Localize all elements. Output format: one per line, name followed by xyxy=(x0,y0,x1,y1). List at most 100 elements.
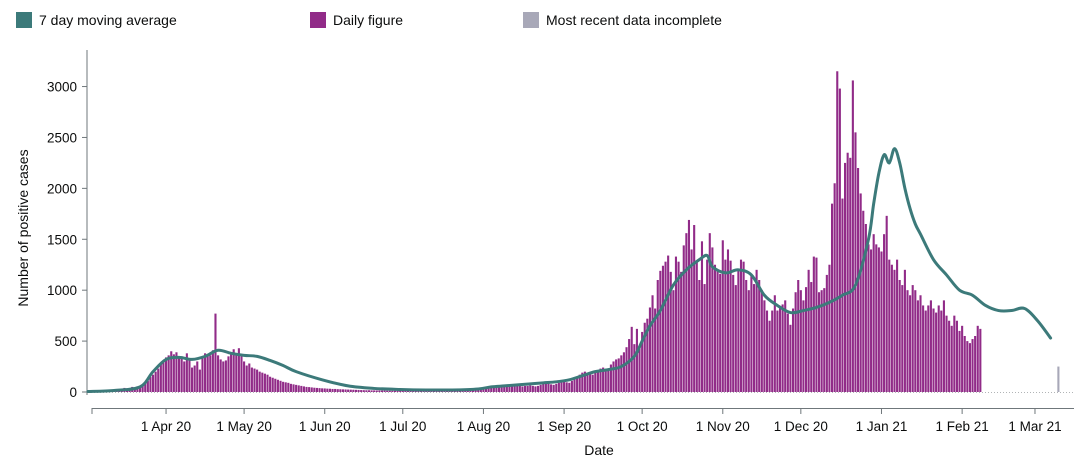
daily-bar[interactable] xyxy=(888,259,891,392)
daily-bar[interactable] xyxy=(547,383,550,392)
daily-bar[interactable] xyxy=(909,295,912,392)
daily-bar[interactable] xyxy=(308,387,311,392)
daily-bar[interactable] xyxy=(162,361,165,392)
daily-bar[interactable] xyxy=(552,384,555,392)
daily-bar[interactable] xyxy=(802,300,805,392)
daily-bar[interactable] xyxy=(609,364,612,392)
daily-bar[interactable] xyxy=(935,312,938,392)
daily-bar[interactable] xyxy=(375,390,378,392)
daily-bar[interactable] xyxy=(752,284,756,392)
daily-bar[interactable] xyxy=(664,261,667,392)
daily-bar[interactable] xyxy=(513,385,516,392)
daily-bar[interactable] xyxy=(732,274,735,392)
daily-bar[interactable] xyxy=(378,390,381,392)
daily-bar[interactable] xyxy=(836,71,839,393)
daily-bar[interactable] xyxy=(589,373,592,392)
daily-bar[interactable] xyxy=(484,387,488,392)
daily-bar[interactable] xyxy=(916,300,919,392)
daily-bar[interactable] xyxy=(344,389,347,392)
daily-bar[interactable] xyxy=(391,390,394,392)
daily-bar[interactable] xyxy=(901,285,904,392)
daily-bar[interactable] xyxy=(906,290,909,392)
daily-bar[interactable] xyxy=(339,389,342,392)
daily-bar[interactable] xyxy=(586,372,589,392)
daily-bar[interactable] xyxy=(240,356,243,392)
daily-bar[interactable] xyxy=(971,339,974,392)
daily-bar[interactable] xyxy=(347,389,350,392)
daily-bar[interactable] xyxy=(539,384,542,392)
legend-item-average[interactable]: 7 day moving average xyxy=(16,12,177,28)
daily-bar[interactable] xyxy=(367,390,371,392)
daily-bar[interactable] xyxy=(508,385,511,392)
daily-bar[interactable] xyxy=(776,310,779,392)
daily-bar[interactable] xyxy=(185,353,188,392)
daily-bar[interactable] xyxy=(838,88,841,392)
daily-bar[interactable] xyxy=(804,287,808,392)
daily-bar[interactable] xyxy=(146,380,149,392)
daily-bar[interactable] xyxy=(958,330,961,392)
daily-bar[interactable] xyxy=(412,390,415,392)
daily-bar[interactable] xyxy=(383,390,386,392)
daily-bar[interactable] xyxy=(188,359,191,392)
daily-bar[interactable] xyxy=(937,305,940,392)
daily-bar[interactable] xyxy=(555,383,558,392)
daily-bar[interactable] xyxy=(755,269,758,392)
daily-bar[interactable] xyxy=(178,358,181,392)
daily-bar[interactable] xyxy=(141,384,144,392)
daily-bar[interactable] xyxy=(302,386,305,392)
daily-bar[interactable] xyxy=(401,390,404,392)
daily-bar[interactable] xyxy=(279,380,282,392)
daily-bar[interactable] xyxy=(167,355,170,392)
daily-bar[interactable] xyxy=(700,241,704,392)
daily-bar[interactable] xyxy=(276,379,279,392)
daily-bar[interactable] xyxy=(896,259,899,392)
daily-bar[interactable] xyxy=(165,357,168,392)
daily-bar[interactable] xyxy=(323,388,326,392)
daily-bar[interactable] xyxy=(742,261,745,392)
daily-bar[interactable] xyxy=(245,365,248,392)
daily-bar[interactable] xyxy=(576,376,579,392)
daily-bar[interactable] xyxy=(602,367,605,392)
daily-bar[interactable] xyxy=(269,376,272,392)
daily-bar[interactable] xyxy=(521,386,524,392)
daily-bar[interactable] xyxy=(243,361,246,392)
daily-bar[interactable] xyxy=(966,341,969,392)
daily-bar[interactable] xyxy=(573,378,576,392)
daily-bar[interactable] xyxy=(682,245,685,392)
daily-bar[interactable] xyxy=(635,328,638,392)
daily-bar[interactable] xyxy=(643,322,646,392)
daily-bar[interactable] xyxy=(950,325,953,392)
daily-bar[interactable] xyxy=(831,203,834,392)
daily-bar[interactable] xyxy=(206,356,209,392)
daily-bar[interactable] xyxy=(175,352,178,392)
daily-bar[interactable] xyxy=(703,284,706,392)
daily-bar[interactable] xyxy=(940,310,943,392)
daily-bar[interactable] xyxy=(310,387,313,392)
daily-bar[interactable] xyxy=(924,310,927,392)
daily-bar[interactable] xyxy=(349,389,352,392)
daily-bar[interactable] xyxy=(859,193,862,392)
daily-bar[interactable] xyxy=(849,157,852,392)
daily-bar[interactable] xyxy=(815,257,818,392)
daily-bar[interactable] xyxy=(490,386,493,392)
daily-bar[interactable] xyxy=(599,368,602,392)
daily-bar[interactable] xyxy=(791,308,795,392)
daily-bar[interactable] xyxy=(495,385,498,392)
daily-bar[interactable] xyxy=(529,385,532,392)
daily-bar[interactable] xyxy=(352,389,355,392)
daily-bar[interactable] xyxy=(596,370,599,392)
daily-bar[interactable] xyxy=(885,215,888,392)
daily-bar[interactable] xyxy=(492,386,495,392)
daily-bar[interactable] xyxy=(406,390,410,392)
daily-bar[interactable] xyxy=(503,386,506,392)
daily-bar[interactable] xyxy=(500,385,503,392)
daily-bar[interactable] xyxy=(261,372,264,392)
daily-bar[interactable] xyxy=(557,382,560,392)
daily-bar[interactable] xyxy=(583,371,586,392)
daily-bar[interactable] xyxy=(487,387,490,392)
daily-bar[interactable] xyxy=(237,348,240,392)
daily-bar[interactable] xyxy=(271,377,274,392)
daily-bar[interactable] xyxy=(287,382,290,392)
daily-bar[interactable] xyxy=(708,233,711,392)
daily-bar[interactable] xyxy=(217,355,220,392)
